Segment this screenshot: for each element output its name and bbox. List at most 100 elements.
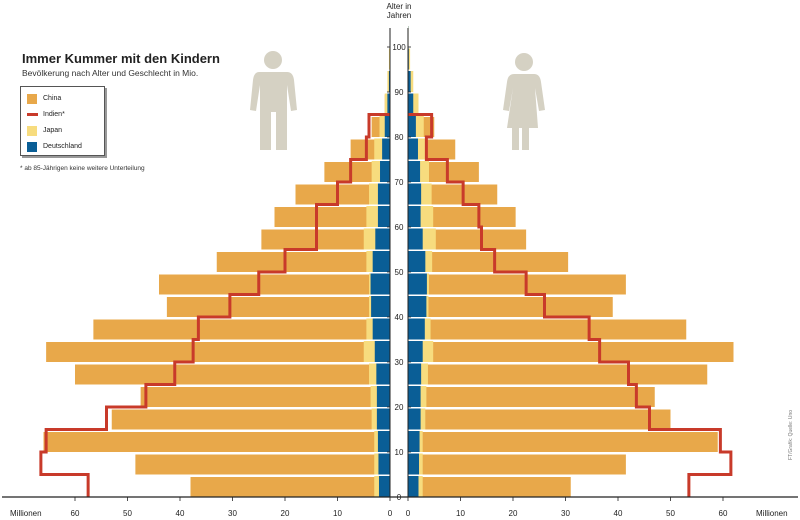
y-tick-label-30: 30 xyxy=(395,358,404,367)
x-tick-label-left-10: 10 xyxy=(333,509,342,518)
china-bar-male-10 xyxy=(216,252,390,272)
source-credit: FT/Grafik: Quelle: Uno xyxy=(788,409,794,460)
gender-figures xyxy=(250,51,545,150)
china-bar-male-5 xyxy=(75,364,390,385)
chart-subtitle: Bevölkerung nach Alter und Geschlecht in… xyxy=(22,68,199,78)
y-tick-label-50: 50 xyxy=(395,268,404,277)
x-tick-label-left-0: 0 xyxy=(388,509,393,518)
japan-bar-male-19 xyxy=(388,48,390,70)
china-bar-female-5 xyxy=(408,364,708,385)
y-tick-label-20: 20 xyxy=(395,403,404,412)
japan-bar-male-17 xyxy=(384,93,390,115)
china-bars xyxy=(43,49,734,497)
germany-bar-female-4 xyxy=(408,386,421,407)
germany-bar-female-12 xyxy=(408,206,421,227)
germany-bar-male-17 xyxy=(387,93,391,115)
germany-bar-male-6 xyxy=(374,341,390,362)
germany-bar-male-13 xyxy=(377,183,390,205)
germany-bar-female-1 xyxy=(408,453,420,475)
x-tick-label-left-40: 40 xyxy=(176,509,185,518)
legend-swatch-germany xyxy=(27,142,37,152)
germany-bar-male-5 xyxy=(376,363,390,385)
germany-bar-female-5 xyxy=(408,363,422,385)
germany-bar-female-3 xyxy=(408,408,421,430)
china-bar-female-12 xyxy=(408,207,516,227)
germany-bar-female-8 xyxy=(408,296,427,317)
x-tick-label-right-60: 60 xyxy=(719,509,728,518)
legend-swatch-india xyxy=(27,113,38,116)
japan-bar-male-18 xyxy=(387,71,391,92)
germany-bar-male-7 xyxy=(372,318,390,340)
chart-title: Immer Kummer mit den Kindern xyxy=(22,51,220,66)
legend: China Indien* Japan Deutschland xyxy=(20,86,105,156)
x-tick-label-left-60: 60 xyxy=(71,509,80,518)
china-bar-female-7 xyxy=(408,319,687,340)
y-axis-title-line2: Jahren xyxy=(387,11,411,20)
china-bar-male-3 xyxy=(111,409,390,430)
india-line-female xyxy=(408,113,733,497)
germany-bar-female-2 xyxy=(408,431,420,452)
x-axis-label-left: Millionen xyxy=(10,509,42,518)
germany-bar-male-18 xyxy=(388,71,390,92)
x-axis-label-right: Millionen xyxy=(756,509,788,518)
germany-bar-male-2 xyxy=(377,431,390,452)
china-bar-male-9 xyxy=(159,274,390,295)
germany-bar-female-10 xyxy=(408,251,426,272)
x-tick-label-right-50: 50 xyxy=(666,509,675,518)
germany-bar-male-15 xyxy=(382,138,391,160)
germany-bar-male-1 xyxy=(378,453,390,475)
china-bar-male-0 xyxy=(190,477,390,497)
female-figure-icon xyxy=(503,53,545,150)
germany-bar-female-18 xyxy=(408,71,411,92)
india-line-male xyxy=(39,113,390,497)
legend-label-japan: Japan xyxy=(43,127,63,134)
legend-swatch-japan xyxy=(27,126,37,136)
germany-bar-female-16 xyxy=(408,116,416,137)
china-bar-male-2 xyxy=(43,432,390,452)
china-bar-male-12 xyxy=(274,207,390,227)
germany-bar-male-4 xyxy=(376,386,391,407)
china-bar-female-11 xyxy=(408,229,527,250)
footnote: * ab 85-Jährigen keine weitere Unterteil… xyxy=(20,165,145,172)
germany-bar-female-13 xyxy=(408,183,422,205)
y-tick-label-40: 40 xyxy=(395,313,404,322)
x-tick-label-right-0: 0 xyxy=(406,509,411,518)
china-bar-female-2 xyxy=(408,432,718,452)
germany-bar-female-14 xyxy=(408,161,421,182)
india-lines xyxy=(39,113,733,497)
x-tick-label-right-30: 30 xyxy=(561,509,570,518)
japan-bar-female-19 xyxy=(408,48,411,70)
y-tick-label-70: 70 xyxy=(395,178,404,187)
x-tick-label-right-20: 20 xyxy=(509,509,518,518)
germany-bar-female-17 xyxy=(408,93,414,115)
y-tick-label-60: 60 xyxy=(395,223,404,232)
germany-bar-male-3 xyxy=(376,408,391,430)
china-bar-male-1 xyxy=(135,454,391,475)
germany-bar-male-11 xyxy=(375,228,390,250)
china-bar-female-9 xyxy=(408,274,626,295)
germany-bar-female-7 xyxy=(408,318,425,340)
china-bar-female-1 xyxy=(408,454,626,475)
germany-bar-female-9 xyxy=(408,273,427,295)
x-tick-label-right-10: 10 xyxy=(456,509,465,518)
y-tick-label-90: 90 xyxy=(395,88,404,97)
china-bar-male-13 xyxy=(295,184,390,205)
y-axis-title-line1: Alter in xyxy=(387,2,412,11)
male-figure-icon xyxy=(250,51,297,150)
germany-bar-female-0 xyxy=(408,476,419,497)
china-bar-female-8 xyxy=(408,297,613,317)
x-tick-label-left-50: 50 xyxy=(123,509,132,518)
germany-bar-female-11 xyxy=(408,228,423,250)
china-bar-female-3 xyxy=(408,409,671,430)
germany-bar-female-6 xyxy=(408,341,423,362)
legend-label-india: Indien* xyxy=(43,111,65,118)
x-tick-label-right-40: 40 xyxy=(614,509,623,518)
germany-bar-male-16 xyxy=(384,116,390,137)
germany-bar-male-10 xyxy=(372,251,390,272)
china-bar-male-4 xyxy=(140,387,391,407)
axes xyxy=(2,28,798,498)
x-tick-label-left-30: 30 xyxy=(228,509,237,518)
china-bar-female-10 xyxy=(408,252,569,272)
